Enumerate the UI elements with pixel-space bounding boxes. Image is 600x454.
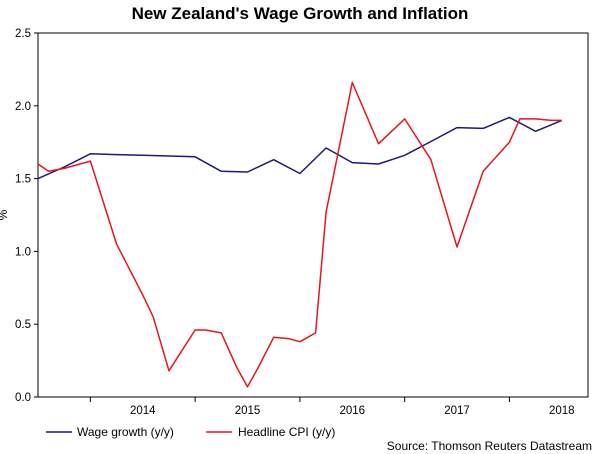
x-tick-label: 2014 bbox=[130, 405, 156, 417]
plot-area bbox=[37, 32, 589, 398]
y-tick-label: 0.0 bbox=[15, 392, 31, 404]
source-note: Source: Thomson Reuters Datastream bbox=[387, 439, 592, 453]
series-layer bbox=[37, 81, 563, 388]
x-tick-label: 2017 bbox=[444, 405, 470, 417]
y-tick-label: 1.0 bbox=[15, 246, 31, 258]
legend-label-headline-cpi: Headline CPI (y/y) bbox=[238, 425, 335, 439]
series-line-wage-growth bbox=[37, 116, 563, 180]
y-axis: 0.0 0.5 1.0 1.5 2.0 2.5 bbox=[15, 28, 38, 404]
series-line-headline-cpi bbox=[37, 81, 562, 388]
x-tick-label: 2015 bbox=[235, 405, 261, 417]
chart-title: New Zealand's Wage Growth and Inflation bbox=[132, 4, 469, 23]
y-axis-label: % bbox=[0, 209, 10, 220]
x-tick-label: 2018 bbox=[549, 405, 575, 417]
y-tick-label: 2.0 bbox=[15, 101, 31, 113]
legend-label-wage-growth: Wage growth (y/y) bbox=[77, 425, 174, 439]
x-axis: 2014 2015 2016 2017 2018 bbox=[89, 397, 575, 417]
x-tick-label: 2016 bbox=[339, 405, 365, 417]
y-tick-label: 2.5 bbox=[15, 28, 31, 40]
y-tick-label: 1.5 bbox=[15, 174, 31, 186]
legend: Wage growth (y/y) Headline CPI (y/y) bbox=[46, 425, 335, 439]
y-tick-label: 0.5 bbox=[15, 319, 31, 331]
